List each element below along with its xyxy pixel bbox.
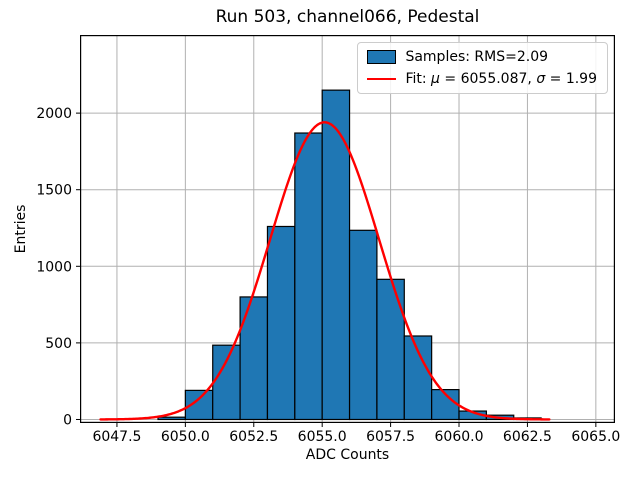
legend-item-samples: Samples: RMS=2.09 <box>367 49 597 65</box>
plot-area: 6047.5 6050.0 6052.5 6055.0 6057.5 6060.0 6062… <box>36 35 620 445</box>
x-tick-label: 6047.5 <box>92 429 141 445</box>
y-tick-label: 0 <box>63 412 72 428</box>
legend-item-fit: Fit: μ = 6055.087, σ = 1.99 <box>367 71 597 87</box>
x-tick-label: 6062.5 <box>503 429 552 445</box>
legend-fit-label-prefix: Fit: <box>405 71 432 87</box>
legend-fit-line-icon <box>367 78 397 80</box>
histogram-bar <box>157 416 186 421</box>
histogram-bar <box>266 225 296 421</box>
legend-fit-label-sigma: σ <box>536 71 546 87</box>
histogram-bar <box>321 89 351 421</box>
y-tick-label: 2000 <box>36 106 72 122</box>
y-tick-label: 500 <box>45 336 72 352</box>
histogram-bar <box>212 344 241 421</box>
x-tick-label: 6052.5 <box>229 429 278 445</box>
plot-frame <box>80 35 615 423</box>
legend-samples-label: Samples: RMS=2.09 <box>405 49 549 65</box>
legend-fit-label: Fit: μ = 6055.087, σ = 1.99 <box>405 71 597 87</box>
x-tick-label: 6057.5 <box>366 429 415 445</box>
x-tick-label: 6055.0 <box>298 429 347 445</box>
fit-curve <box>99 121 551 421</box>
histogram-bar <box>376 278 405 421</box>
y-tick-label: 1000 <box>36 259 72 275</box>
histogram-bar <box>294 132 323 421</box>
x-axis-label: ADC Counts <box>305 447 390 463</box>
histogram-bar <box>348 229 378 421</box>
y-axis-label: Entries <box>13 204 29 254</box>
plot-canvas: 6047.5 6050.0 6052.5 6055.0 6057.5 6060.0 6062… <box>36 35 620 445</box>
legend-fit-label-mid: = 6055.087, <box>439 71 537 87</box>
chart-title: Run 503, channel066, Pedestal <box>215 7 480 27</box>
y-tick-label: 1500 <box>36 183 72 199</box>
x-tick-label: 6050.0 <box>161 429 210 445</box>
histogram-bar <box>239 296 269 421</box>
x-tick-label: 6065.0 <box>571 429 620 445</box>
legend: Samples: RMS=2.09 Fit: μ = 6055.087, σ =… <box>357 42 608 94</box>
x-tick-label: 6060.0 <box>435 429 484 445</box>
legend-fit-label-suffix: = 1.99 <box>545 71 597 87</box>
legend-samples-patch-icon <box>367 50 397 64</box>
legend-fit-label-mu: μ <box>431 71 440 87</box>
